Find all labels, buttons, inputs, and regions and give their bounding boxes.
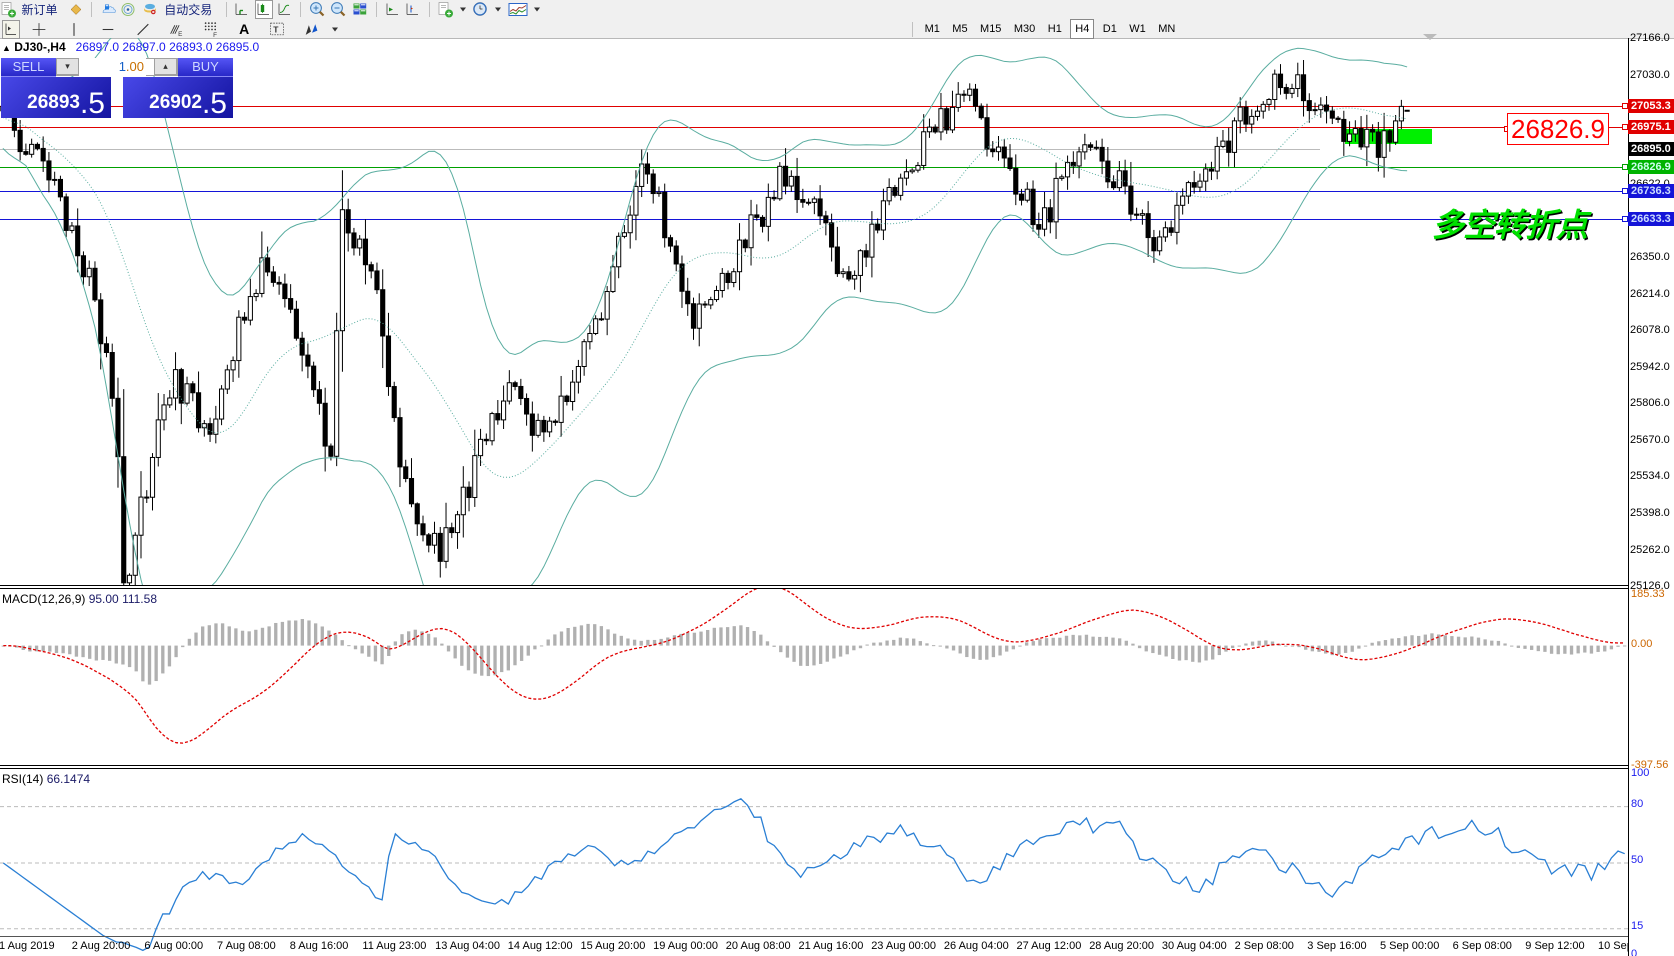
svg-text:T: T — [273, 24, 279, 34]
svg-text:E: E — [178, 30, 182, 37]
svg-text:F: F — [213, 31, 217, 37]
